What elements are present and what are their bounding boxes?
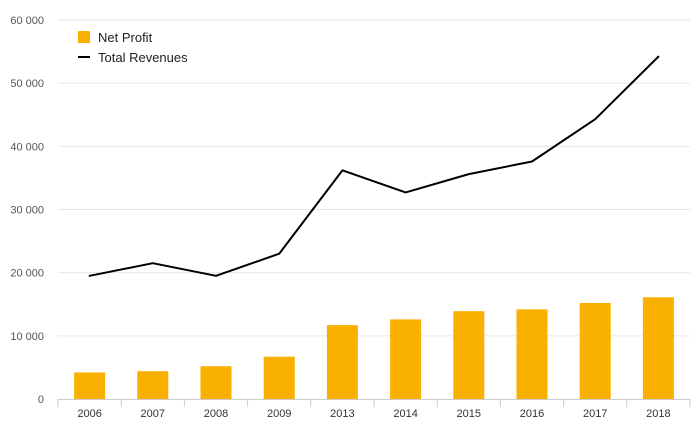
legend-swatch-net-profit: [78, 31, 90, 43]
bar-net-profit-2007[interactable]: [137, 371, 169, 399]
point-total-revenues-2006[interactable]: [87, 273, 93, 279]
bar-net-profit-2017[interactable]: [579, 302, 611, 399]
legend-label-total-revenues: Total Revenues: [98, 49, 188, 65]
y-tick-label-40000: 40 000: [10, 141, 44, 153]
point-total-revenues-2016[interactable]: [529, 158, 535, 164]
total-revenues-line-layer: [87, 54, 661, 279]
point-total-revenues-2018[interactable]: [655, 54, 661, 60]
x-tick-label-2013: 2013: [330, 408, 354, 420]
y-tick-label-0: 0: [38, 394, 44, 406]
x-tick-label-2017: 2017: [583, 408, 607, 420]
y-tick-label-10000: 10 000: [10, 331, 44, 343]
x-tick-label-2015: 2015: [457, 408, 481, 420]
x-tick-label-2009: 2009: [267, 408, 291, 420]
bar-net-profit-2008[interactable]: [200, 366, 232, 399]
legend-item-net-profit[interactable]: Net Profit: [78, 27, 188, 47]
bar-net-profit-2013[interactable]: [326, 325, 358, 399]
y-tick-label-50000: 50 000: [10, 78, 44, 90]
point-total-revenues-2017[interactable]: [592, 116, 598, 122]
x-tick-label-2006: 2006: [77, 408, 101, 420]
x-tick-label-2016: 2016: [520, 408, 544, 420]
point-total-revenues-2009[interactable]: [276, 251, 282, 257]
bar-net-profit-2015[interactable]: [453, 311, 485, 399]
legend-item-total-revenues[interactable]: Total Revenues: [78, 47, 188, 67]
y-tick-label-60000: 60 000: [10, 15, 44, 27]
point-total-revenues-2015[interactable]: [466, 171, 472, 177]
point-total-revenues-2007[interactable]: [150, 260, 156, 266]
x-tick-label-2018: 2018: [646, 408, 670, 420]
bar-net-profit-2016[interactable]: [516, 309, 548, 399]
legend-swatch-total-revenues: [78, 56, 90, 58]
y-tick-label-20000: 20 000: [10, 268, 44, 280]
legend-label-net-profit: Net Profit: [98, 29, 153, 45]
point-total-revenues-2013[interactable]: [339, 167, 345, 173]
bar-net-profit-2009[interactable]: [263, 356, 295, 399]
bar-net-profit-2014[interactable]: [390, 319, 422, 399]
bar-net-profit-2018[interactable]: [642, 297, 674, 399]
point-total-revenues-2008[interactable]: [213, 273, 219, 279]
y-axis-tick-labels: 0 10 000 20 000 30 000 40 000 50 000 60 000: [10, 15, 44, 406]
y-tick-label-30000: 30 000: [10, 205, 44, 217]
x-tick-label-2007: 2007: [141, 408, 165, 420]
legend: Net Profit Total Revenues: [78, 27, 188, 67]
x-tick-label-2014: 2014: [393, 408, 417, 420]
grid-lines: [58, 19, 690, 337]
x-tick-label-2008: 2008: [204, 408, 228, 420]
point-total-revenues-2014[interactable]: [403, 189, 409, 195]
net-profit-bars: [74, 297, 674, 399]
x-axis: 2006 2007 2008 2009 2013 2014 2015 2016 2017 2018: [57, 399, 691, 420]
bar-net-profit-2006[interactable]: [74, 372, 106, 399]
line-total-revenues[interactable]: [88, 55, 660, 277]
